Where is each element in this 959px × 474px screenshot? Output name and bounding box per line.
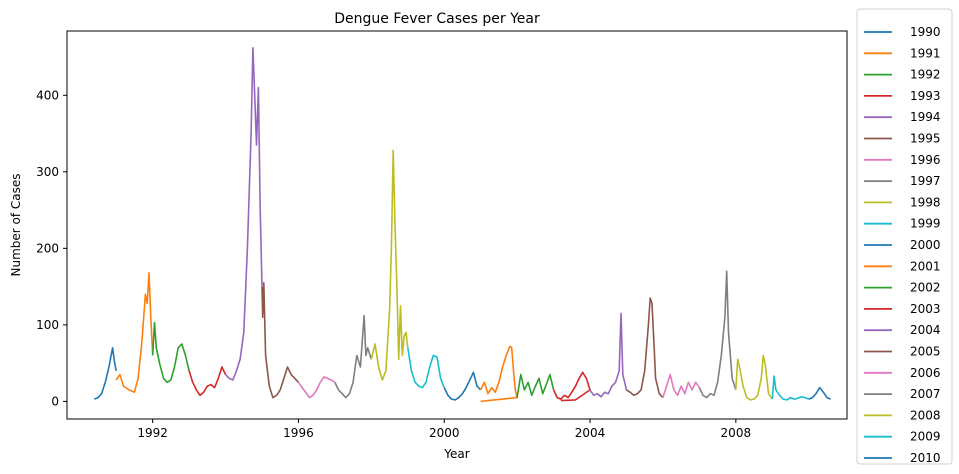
legend-label: 1995	[910, 132, 941, 146]
legend-label: 2004	[910, 323, 941, 337]
legend-entry-1999: 1999	[864, 217, 941, 231]
x-axis-title: Year	[443, 447, 469, 461]
legend-frame	[856, 8, 953, 465]
series-line-1997	[334, 314, 373, 399]
legend-label: 1990	[910, 25, 941, 39]
legend-entry-1994: 1994	[864, 110, 941, 124]
legend-label: 1997	[910, 174, 941, 188]
x-tick-label: 1996	[283, 426, 314, 440]
legend-entry-2006: 2006	[864, 366, 941, 380]
legend-label: 2001	[910, 259, 941, 273]
legend: 1990 1991 1992 1993 1994 1995 1996 1997 1998 1999…	[856, 8, 953, 465]
legend-entry-1995: 1995	[864, 132, 941, 146]
legend-entry-1996: 1996	[864, 153, 941, 167]
legend-label: 2010	[910, 451, 941, 465]
legend-entry-1992: 1992	[864, 68, 941, 82]
plot-frame	[66, 30, 848, 420]
legend-entry-2010: 2010	[864, 451, 941, 465]
legend-entry-1993: 1993	[864, 89, 941, 103]
x-tick-label: 2004	[575, 426, 606, 440]
series-line-2002	[516, 373, 555, 398]
series-line-1994	[225, 47, 263, 381]
legend-label: 2006	[910, 366, 941, 380]
legend-label: 2002	[910, 281, 941, 295]
legend-label: 1991	[910, 46, 941, 60]
y-tick-label: 0	[51, 394, 59, 408]
y-tick-label: 300	[36, 165, 59, 179]
legend-label: 1999	[910, 217, 941, 231]
legend-label: 2007	[910, 387, 941, 401]
legend-label: 1992	[910, 68, 941, 82]
legend-entry-2005: 2005	[864, 345, 941, 359]
series-line-2005	[626, 297, 664, 399]
legend-label: 2000	[910, 238, 941, 252]
series-line-1993	[188, 366, 227, 397]
x-axis: 1992 1996 2000 2004 2008	[137, 419, 751, 440]
series-line-2004	[589, 312, 628, 398]
x-tick-label: 2008	[721, 426, 752, 440]
series-line-2003	[552, 371, 591, 402]
series-line-1996	[297, 376, 336, 399]
series-line-1990	[93, 347, 117, 400]
legend-entry-2001: 2001	[864, 259, 941, 273]
legend-entry-1990: 1990	[864, 25, 941, 39]
legend-entry-2003: 2003	[864, 302, 941, 316]
legend-label: 2009	[910, 430, 941, 444]
y-tick-label: 100	[36, 318, 59, 332]
legend-label: 1996	[910, 153, 941, 167]
x-tick-label: 1992	[137, 426, 168, 440]
series-line-2007	[698, 270, 737, 399]
legend-label: 2008	[910, 408, 941, 422]
y-axis-title: Number of Cases	[9, 173, 23, 276]
legend-label: 1994	[910, 110, 941, 124]
y-axis: 0 100 200 300 400	[36, 88, 67, 408]
series-line-2001	[479, 345, 518, 403]
legend-entry-2008: 2008	[864, 408, 941, 422]
legend-entry-2009: 2009	[864, 430, 941, 444]
plot-area	[66, 30, 848, 420]
series-line-1998	[370, 149, 409, 381]
x-tick-label: 2000	[429, 426, 460, 440]
legend-label: 1998	[910, 195, 941, 209]
series-line-2009	[771, 375, 810, 401]
series-line-2006	[662, 373, 701, 398]
series-line-1992	[151, 321, 190, 384]
legend-label: 2003	[910, 302, 941, 316]
legend-entry-2004: 2004	[864, 323, 941, 337]
y-tick-label: 200	[36, 241, 59, 255]
legend-entry-2000: 2000	[864, 238, 941, 252]
series-line-2010	[808, 386, 831, 400]
legend-entry-1998: 1998	[864, 195, 941, 209]
series-line-2000	[443, 371, 482, 401]
legend-label: 2005	[910, 345, 941, 359]
series-line-2008	[735, 354, 773, 401]
series-layer	[93, 47, 831, 403]
series-line-1999	[407, 347, 445, 389]
y-tick-label: 400	[36, 88, 59, 102]
series-line-1991	[115, 272, 154, 393]
legend-entry-1997: 1997	[864, 174, 941, 188]
legend-entry-2007: 2007	[864, 387, 941, 401]
legend-label: 1993	[910, 89, 941, 103]
legend-entry-2002: 2002	[864, 281, 941, 295]
legend-entry-1991: 1991	[864, 46, 941, 60]
chart-title: Dengue Fever Cases per Year	[334, 11, 540, 27]
series-line-1995	[261, 282, 299, 399]
